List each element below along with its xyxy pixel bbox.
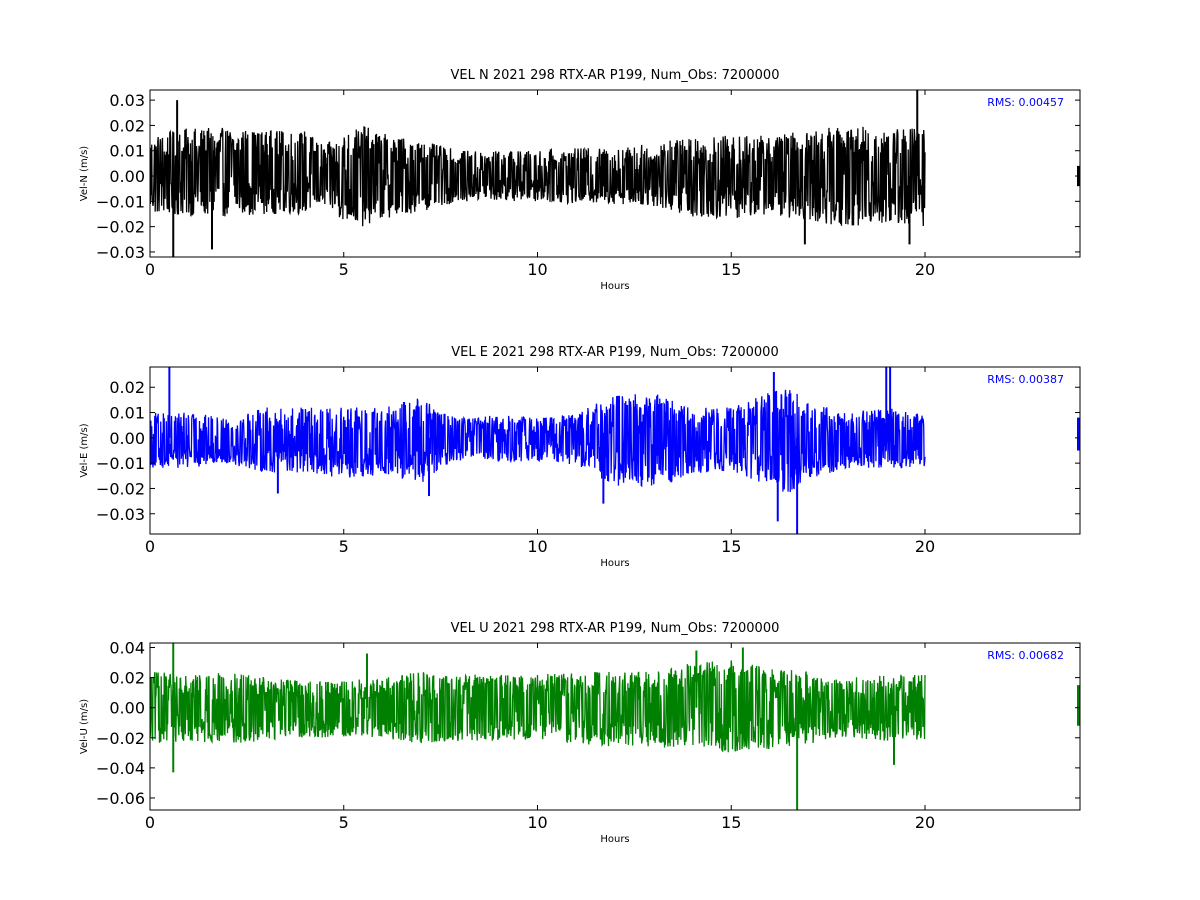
x-tick-label: 20 bbox=[915, 537, 935, 556]
x-axis-label: Hours bbox=[600, 834, 629, 845]
rms-annotation: RMS: 0.00387 bbox=[987, 373, 1064, 386]
x-tick-label: 0 bbox=[145, 537, 155, 556]
x-tick-label: 10 bbox=[527, 260, 547, 279]
y-tick-label: −0.02 bbox=[96, 729, 145, 748]
x-tick-label: 5 bbox=[339, 813, 349, 832]
x-tick-label: 5 bbox=[339, 537, 349, 556]
y-axis-label: Vel-E (m/s) bbox=[79, 423, 90, 477]
y-tick-label: 0.04 bbox=[109, 639, 145, 658]
y-tick-label: 0.03 bbox=[109, 91, 145, 110]
x-tick-label: 5 bbox=[339, 260, 349, 279]
x-tick-label: 15 bbox=[721, 537, 741, 556]
y-tick-label: −0.06 bbox=[96, 789, 145, 808]
x-axis-label: Hours bbox=[600, 558, 629, 569]
x-tick-label: 20 bbox=[915, 813, 935, 832]
series-trace bbox=[150, 643, 1080, 810]
y-tick-label: 0.02 bbox=[109, 378, 145, 397]
axes-frame bbox=[149, 89, 1081, 258]
y-tick-label: −0.03 bbox=[96, 243, 145, 262]
x-tick-label: 10 bbox=[527, 813, 547, 832]
series-line bbox=[150, 126, 926, 227]
series-line bbox=[150, 389, 926, 492]
y-tick-label: −0.02 bbox=[96, 218, 145, 237]
x-tick-label: 10 bbox=[527, 537, 547, 556]
x-tick-label: 0 bbox=[145, 260, 155, 279]
rms-annotation: RMS: 0.00682 bbox=[987, 649, 1064, 662]
y-tick-label: 0.00 bbox=[109, 429, 145, 448]
x-tick-label: 0 bbox=[145, 813, 155, 832]
y-tick-label: −0.02 bbox=[96, 479, 145, 498]
subplot-0: VEL N 2021 298 RTX-AR P199, Num_Obs: 720… bbox=[79, 68, 1081, 292]
axes-frame bbox=[149, 366, 1081, 535]
series-line bbox=[150, 660, 926, 753]
subplot-title: VEL N 2021 298 RTX-AR P199, Num_Obs: 720… bbox=[451, 68, 780, 83]
y-tick-label: −0.01 bbox=[96, 192, 145, 211]
y-tick-label: 0.02 bbox=[109, 669, 145, 688]
y-tick-label: −0.04 bbox=[96, 759, 145, 778]
series-trace bbox=[150, 367, 1080, 534]
y-tick-label: 0.00 bbox=[109, 699, 145, 718]
y-tick-label: 0.01 bbox=[109, 142, 145, 161]
x-axis-label: Hours bbox=[600, 281, 629, 292]
x-tick-label: 15 bbox=[721, 813, 741, 832]
x-tick-label: 15 bbox=[721, 260, 741, 279]
subplot-title: VEL U 2021 298 RTX-AR P199, Num_Obs: 720… bbox=[451, 621, 780, 636]
axes-frame bbox=[149, 642, 1081, 811]
y-tick-label: 0.02 bbox=[109, 116, 145, 135]
subplot-1: VEL E 2021 298 RTX-AR P199, Num_Obs: 720… bbox=[79, 345, 1081, 569]
x-tick-label: 20 bbox=[915, 260, 935, 279]
subplot-2: VEL U 2021 298 RTX-AR P199, Num_Obs: 720… bbox=[79, 621, 1081, 845]
y-tick-label: 0.00 bbox=[109, 167, 145, 186]
y-tick-label: −0.03 bbox=[96, 505, 145, 524]
y-tick-label: −0.01 bbox=[96, 454, 145, 473]
y-tick-label: 0.01 bbox=[109, 404, 145, 423]
y-axis-label: Vel-U (m/s) bbox=[79, 699, 90, 754]
subplot-title: VEL E 2021 298 RTX-AR P199, Num_Obs: 720… bbox=[451, 345, 778, 360]
y-axis-label: Vel-N (m/s) bbox=[79, 146, 90, 201]
series-trace bbox=[150, 90, 1080, 257]
rms-annotation: RMS: 0.00457 bbox=[987, 96, 1064, 109]
